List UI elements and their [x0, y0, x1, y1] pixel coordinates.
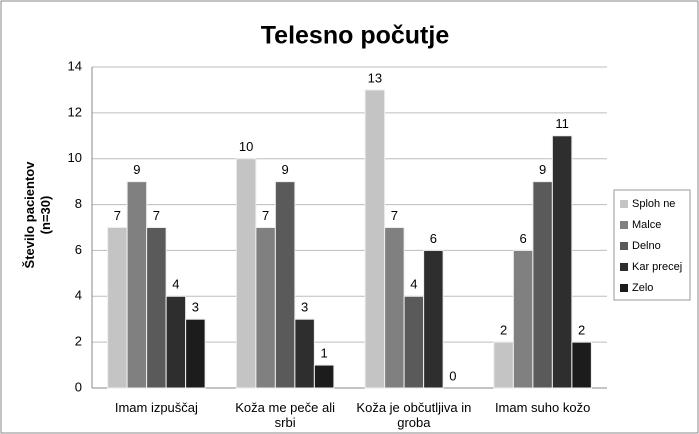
bar — [403, 295, 425, 389]
y-axis-title: Število pacientov (n=30) — [22, 161, 53, 269]
data-label: 4 — [172, 277, 179, 292]
data-label: 3 — [301, 300, 308, 315]
x-tick-label: Koža je občutljiva in groba — [356, 400, 472, 430]
bar — [107, 227, 128, 389]
bar — [165, 295, 187, 389]
data-label: 6 — [520, 231, 527, 246]
y-tick-label: 12 — [68, 104, 82, 119]
data-label: 6 — [430, 231, 437, 246]
legend-swatch — [620, 284, 628, 292]
data-label: 9 — [133, 162, 140, 177]
bar — [571, 341, 592, 389]
legend-label: Zelo — [632, 282, 653, 294]
bar — [512, 249, 534, 389]
data-label: 7 — [114, 208, 121, 223]
bar — [364, 89, 386, 389]
bar — [146, 227, 167, 389]
legend-label: Delno — [632, 240, 661, 252]
legend-label: Sploh ne — [632, 198, 675, 210]
y-tick-label: 8 — [75, 196, 82, 211]
y-tick-label: 14 — [68, 58, 82, 73]
data-label: 0 — [449, 368, 456, 383]
bar — [423, 249, 444, 389]
data-label: 9 — [282, 162, 289, 177]
data-label: 13 — [368, 70, 382, 85]
data-label: 2 — [578, 323, 585, 338]
data-label: 10 — [239, 139, 253, 154]
bar — [313, 364, 335, 389]
legend-label: Kar precej — [632, 261, 682, 273]
y-tick-label: 10 — [68, 150, 82, 165]
legend-swatch — [620, 263, 628, 271]
y-tick-label: 0 — [75, 379, 82, 394]
y-tick-label: 2 — [75, 334, 82, 349]
bar — [294, 318, 315, 389]
bar — [185, 318, 206, 389]
data-label: 7 — [262, 208, 269, 223]
bar — [274, 181, 296, 389]
bar — [235, 158, 257, 389]
y-tick-label: 4 — [75, 288, 82, 303]
data-label: 7 — [153, 208, 160, 223]
data-label: 3 — [192, 300, 199, 315]
chart-title: Telesno počutje — [261, 22, 450, 50]
bar — [493, 341, 514, 389]
data-label: 11 — [555, 116, 569, 131]
bar — [551, 135, 573, 389]
x-tick-label: Koža me peče ali srbi — [235, 400, 335, 430]
legend-swatch — [620, 242, 628, 250]
x-tick-label: Imam izpuščaj — [114, 400, 198, 415]
data-label: 4 — [410, 277, 417, 292]
bar — [126, 181, 148, 389]
legend-label: Malce — [632, 219, 661, 231]
data-label: 7 — [391, 208, 398, 223]
bar — [384, 227, 405, 389]
data-label: 1 — [321, 346, 328, 361]
y-tick-label: 6 — [75, 242, 82, 257]
legend-swatch — [620, 221, 628, 229]
x-tick-label: Imam suho kožo — [494, 400, 591, 415]
legend-swatch — [620, 200, 628, 208]
data-label: 9 — [539, 162, 546, 177]
bar — [255, 227, 276, 389]
bar — [532, 181, 553, 389]
data-label: 2 — [500, 323, 507, 338]
